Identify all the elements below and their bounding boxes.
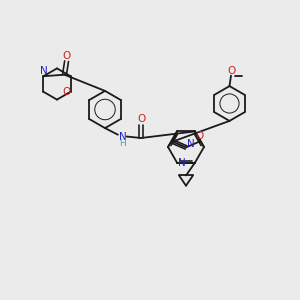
Text: O: O <box>137 114 145 124</box>
Text: N: N <box>178 158 185 168</box>
Text: O: O <box>195 130 203 141</box>
Text: O: O <box>62 87 70 97</box>
Text: N: N <box>187 140 194 149</box>
Text: H: H <box>119 139 126 148</box>
Text: N: N <box>40 66 47 76</box>
Text: N: N <box>118 131 126 142</box>
Text: O: O <box>62 51 71 61</box>
Text: O: O <box>227 66 235 76</box>
